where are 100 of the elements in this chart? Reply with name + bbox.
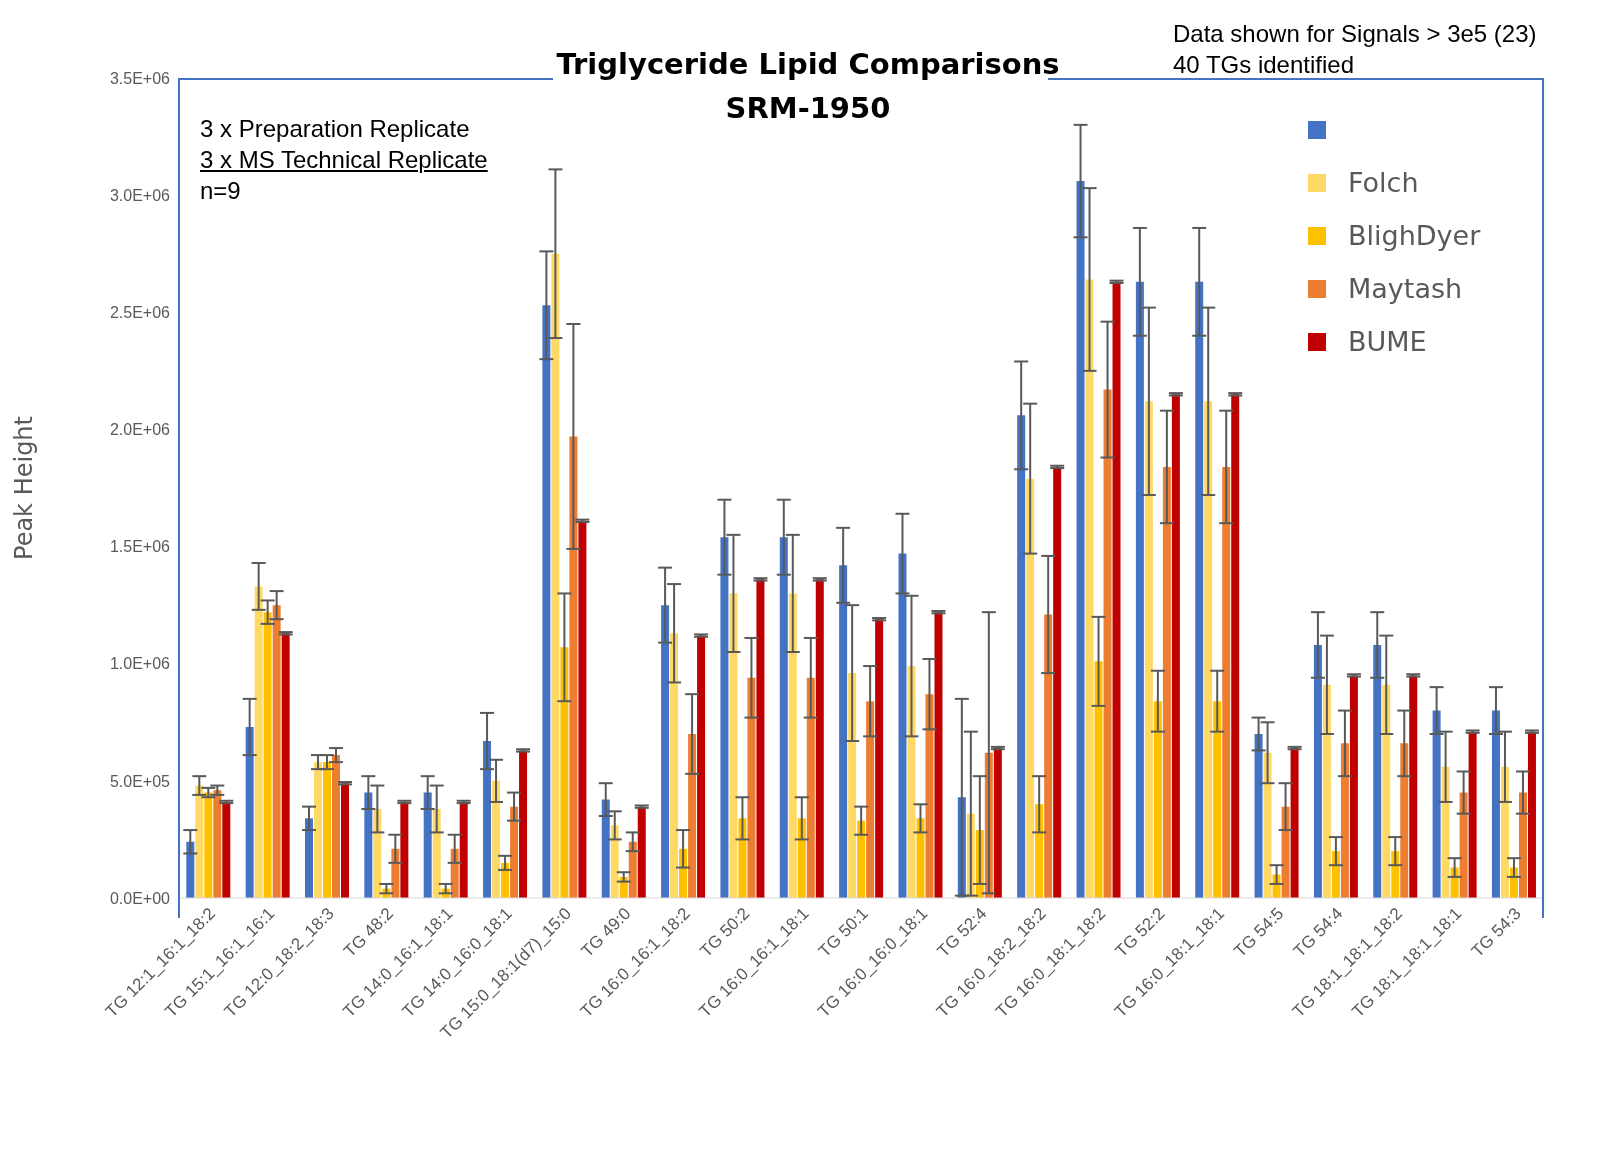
bar (1112, 281, 1121, 898)
bar (492, 780, 501, 898)
y-tick-label: 5.0E+05 (109, 772, 171, 790)
bar (1373, 644, 1382, 898)
bar (866, 701, 875, 898)
bar (364, 792, 373, 898)
bar (1144, 401, 1153, 898)
bar (341, 783, 349, 898)
bar (213, 790, 222, 898)
bar (1313, 644, 1322, 898)
bar (323, 762, 331, 898)
bar (1017, 415, 1026, 898)
bar (332, 755, 340, 898)
bar (779, 537, 788, 898)
bar (1053, 466, 1062, 898)
bar (1382, 684, 1391, 898)
bar (601, 799, 610, 898)
annotation: 3 x Preparation Replicate (200, 114, 471, 144)
bar (1322, 684, 1331, 898)
bar (688, 734, 697, 898)
bar (670, 633, 679, 898)
bar (263, 612, 272, 898)
bar (245, 726, 254, 898)
bar (560, 647, 569, 898)
legend-label: BlighDyer (1348, 220, 1481, 251)
bar (1044, 614, 1053, 898)
text: SRM-1950 (724, 90, 892, 127)
bar (720, 537, 729, 898)
bar (1171, 394, 1180, 898)
bar (925, 694, 934, 898)
bar (1026, 478, 1035, 898)
bar (1290, 748, 1299, 898)
bar (848, 673, 857, 898)
bar (1491, 710, 1500, 898)
bar (815, 579, 824, 898)
legend-label: BUME (1348, 326, 1427, 357)
annotation: 3 x MS Technical Replicate (200, 145, 488, 175)
bar (1103, 389, 1112, 898)
bar (993, 748, 1002, 898)
bar (788, 593, 797, 898)
bar (1085, 279, 1094, 898)
bar (1459, 792, 1468, 898)
bar (875, 619, 884, 898)
bar (1340, 743, 1349, 898)
bar (281, 633, 290, 898)
bar (738, 818, 747, 898)
bar (569, 436, 578, 898)
bar (204, 792, 213, 898)
bar (551, 253, 560, 898)
bar (1035, 804, 1044, 898)
bar (400, 801, 409, 898)
y-tick-label: 0.0E+00 (109, 889, 171, 907)
bar (1153, 701, 1162, 898)
bar (423, 792, 432, 898)
annotation: n=9 (200, 176, 242, 206)
y-tick-label: 3.5E+06 (109, 69, 171, 87)
bar (1527, 731, 1536, 898)
bar (195, 785, 204, 898)
bar (1222, 466, 1231, 898)
bar (1432, 710, 1441, 898)
bar (578, 520, 587, 898)
bar (1162, 466, 1171, 898)
bar (272, 605, 281, 898)
bar (314, 762, 322, 898)
bar (1213, 701, 1222, 898)
bar (519, 750, 528, 898)
bar (1254, 734, 1263, 898)
bar (661, 605, 670, 898)
bar (222, 801, 231, 898)
bar (1094, 661, 1103, 898)
text: Data shown for Signals > 3e5 (23) (1173, 19, 1537, 49)
y-tick-label: 1.0E+06 (109, 655, 171, 673)
bar (637, 806, 646, 898)
y-tick-label: 2.0E+06 (109, 421, 171, 439)
bar (186, 841, 195, 898)
bar (806, 677, 815, 898)
y-tick-label: 2.5E+06 (109, 303, 171, 321)
bar (697, 635, 706, 898)
bar (254, 586, 263, 898)
bar (1349, 675, 1358, 898)
bar (305, 818, 313, 898)
bar (1135, 281, 1144, 898)
bar (1468, 731, 1477, 898)
bar (483, 741, 492, 898)
bar (839, 565, 848, 898)
chart-title: Triglyceride Lipid Comparisons (555, 46, 1061, 83)
y-axis-title: Peak Height (9, 416, 38, 560)
bar (510, 806, 519, 898)
bar (542, 305, 551, 898)
bar (1518, 792, 1527, 898)
y-tick-label: 3.0E+06 (109, 186, 171, 204)
bar (610, 825, 619, 898)
bar (857, 820, 866, 898)
y-tick-label: 1.5E+06 (109, 538, 171, 556)
bar (1231, 394, 1240, 898)
bar (1500, 766, 1509, 898)
text: 40 TGs identified (1173, 50, 1355, 80)
bar (1263, 752, 1272, 898)
bar (756, 579, 765, 898)
bar (907, 666, 916, 898)
